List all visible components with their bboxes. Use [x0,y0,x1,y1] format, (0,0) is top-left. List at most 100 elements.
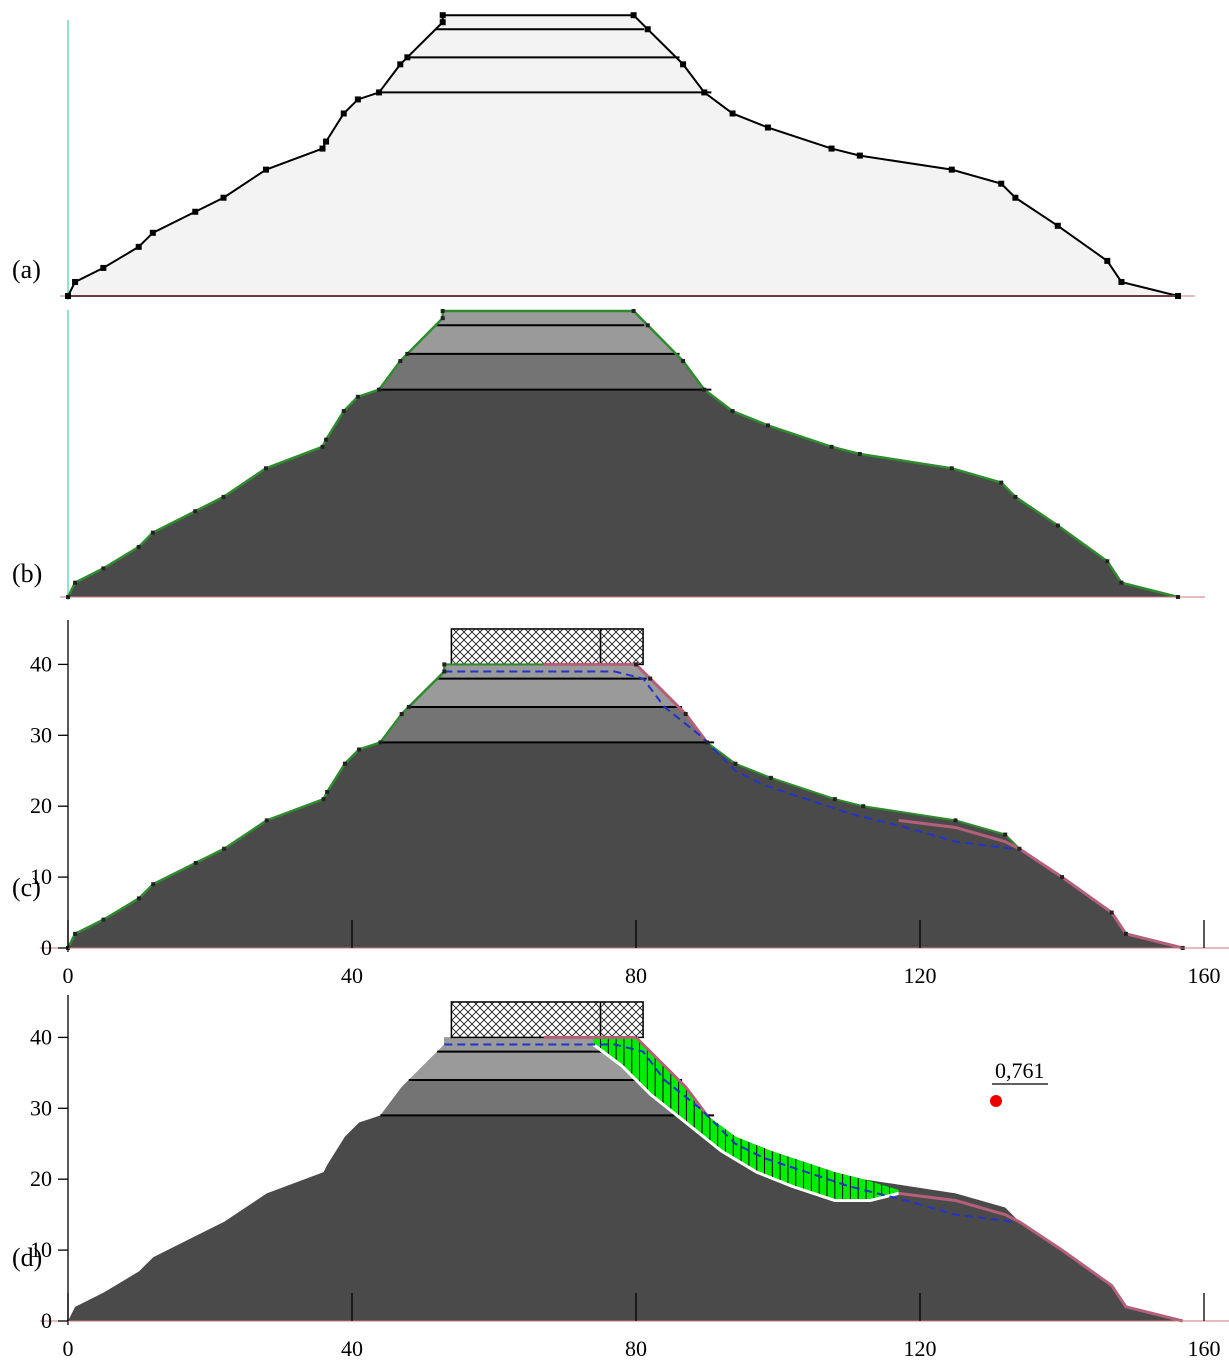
panel-d-label: (d) [12,1243,42,1272]
vertex-marker [648,676,653,681]
y-tick-label: 30 [30,1095,52,1120]
vertex-marker [1118,278,1125,285]
base-material [68,311,1178,597]
vertex-marker [340,110,347,117]
vertex-marker [828,145,835,152]
vertex-marker [342,761,347,766]
x-tick-label: 80 [625,1336,647,1361]
vertex-marker [193,860,198,865]
vertex-marker [644,26,651,33]
vertex-marker [630,12,637,19]
vertex-marker [220,194,227,201]
vertex-marker [320,444,325,449]
ground-surface-line [66,309,1179,599]
vertex-marker [1054,222,1061,229]
vertex-marker [262,166,269,173]
vertex-marker [323,138,330,145]
vertex-marker [405,351,410,356]
panel-a-geometry [60,12,1195,300]
surcharge-load [450,628,644,666]
vertex-marker [680,61,687,68]
vertex-marker [645,323,650,328]
panel-c-label: (c) [12,873,41,902]
y-tick-label: 20 [30,1166,52,1191]
vertex-marker [73,931,78,936]
vertex-marker [729,110,736,117]
vertex-marker [397,61,404,68]
x-tick-label: 40 [341,1336,363,1361]
x-tick-label: 40 [341,963,363,988]
vertex-marker [319,145,326,152]
vertex-marker [1175,595,1180,599]
vertex-marker [221,494,226,499]
vertex-marker [406,704,411,709]
vertex-marker [1109,910,1114,915]
panel-d-axes: 0 10 20 30 40 0 40 80 120 160 [30,995,1229,1361]
y-tick-label: 30 [30,722,52,747]
y-tick-label: 10 [30,1237,52,1262]
vertex-marker [377,387,382,392]
vertex-marker [135,243,142,250]
vertex-marker [702,387,707,392]
vertex-marker [264,818,269,823]
vertex-marker [442,662,447,667]
vertex-marker [683,712,688,717]
vertex-marker [856,152,863,159]
panel-b-label: (b) [12,559,42,588]
y-tick-label: 40 [30,651,52,676]
vertex-marker [1012,194,1019,201]
sliding-mass [593,1037,899,1201]
load-line-toe [898,1191,1184,1323]
vertex-marker [857,452,862,456]
vertex-marker [378,740,383,745]
factor-of-safety-value: 0,761 [995,1058,1045,1083]
upper-layer [408,664,679,707]
vertex-marker [999,480,1004,485]
vertex-marker [631,309,636,313]
vertex-marker [701,89,708,96]
vertex-marker [442,669,447,674]
vertex-marker [730,409,735,414]
vertex-marker [705,740,709,745]
vertex-marker [949,466,954,471]
y-tick-label: 10 [30,864,52,889]
vertex-marker [765,423,770,428]
panel-b-materials [60,309,1205,600]
x-tick-label: 120 [904,1336,937,1361]
panel-c-analysis-setup [66,628,1185,950]
slip-surface [592,1043,900,1202]
x-tick-label: 120 [904,963,937,988]
vertex-marker [341,409,346,414]
x-tick-label: 160 [1188,963,1221,988]
factor-of-safety-marker [990,1095,1002,1107]
base-material [68,664,1183,948]
vertex-marker [398,359,403,364]
vertex-marker [733,761,738,766]
vertex-marker [1055,523,1060,528]
vertex-marker [998,180,1005,187]
y-tick-label: 40 [30,1024,52,1049]
vertex-marker [355,394,360,399]
vertex-marker [768,775,773,780]
y-tick-label: 0 [41,1308,52,1333]
surcharge-load [450,1001,644,1039]
vertex-marker [324,437,329,442]
vertex-marker [832,797,837,802]
vertex-marker [1013,494,1018,499]
vertex-marker [953,818,958,823]
x-tick-label: 0 [63,963,74,988]
vertex-marker [66,595,70,599]
vertex-marker [1003,832,1008,837]
y-tick-label: 20 [30,793,52,818]
base-material [68,1037,1183,1321]
vertex-marker [440,309,445,313]
panel-a-label: (a) [12,255,41,284]
vertex-marker [192,208,199,215]
vertex-marker [357,747,362,752]
load-line-slope [634,663,709,744]
vertex-marker [101,566,106,571]
vertex-marker [72,278,79,285]
vertex-marker [440,316,445,321]
vertex-marker [681,359,686,364]
